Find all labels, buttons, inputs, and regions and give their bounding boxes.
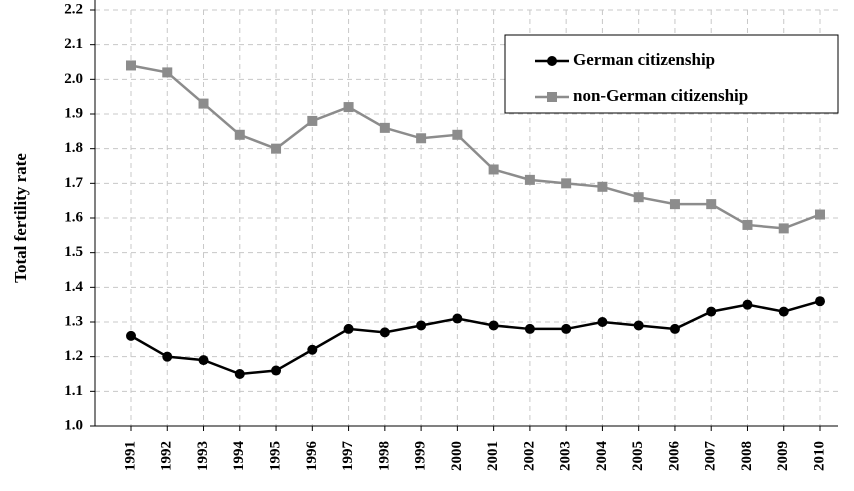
marker: [416, 133, 427, 144]
x-tick-label: 2008: [739, 441, 755, 471]
legend-label: German citizenship: [573, 50, 715, 69]
marker: [706, 306, 717, 317]
legend-label: non-German citizenship: [573, 86, 748, 105]
y-tick-label: 1.5: [64, 244, 83, 260]
y-tick-label: 1.7: [64, 175, 83, 191]
marker: [633, 192, 644, 203]
marker: [198, 98, 209, 109]
marker: [742, 299, 753, 310]
marker: [561, 323, 572, 334]
x-tick-label: 2005: [630, 441, 646, 471]
marker: [379, 122, 390, 133]
y-tick-label: 1.0: [64, 417, 83, 433]
marker: [488, 320, 499, 331]
x-tick-label: 2000: [449, 441, 465, 471]
x-tick-label: 1993: [195, 441, 211, 471]
x-tick-label: 2003: [558, 441, 574, 471]
x-tick-label: 1996: [304, 441, 320, 472]
x-tick-label: 1992: [159, 441, 175, 471]
x-tick-label: 1991: [122, 441, 138, 471]
marker: [669, 323, 680, 334]
marker: [488, 164, 499, 175]
marker: [452, 313, 463, 324]
marker: [234, 129, 245, 140]
x-tick-label: 1995: [267, 441, 283, 471]
x-tick-label: 2009: [775, 441, 791, 471]
x-tick-label: 1999: [413, 441, 429, 471]
marker: [524, 174, 535, 185]
marker: [815, 209, 825, 220]
x-tick-label: 1998: [376, 441, 392, 471]
marker: [547, 92, 557, 102]
y-tick-label: 2.1: [64, 36, 83, 52]
y-tick-label: 1.4: [64, 279, 83, 295]
x-tick-label: 1997: [340, 441, 356, 472]
series-line: [130, 64, 821, 230]
x-tick-label: 2001: [485, 441, 501, 471]
marker: [561, 178, 572, 189]
x-tick-label: 2010: [811, 441, 827, 471]
y-tick-label: 1.2: [64, 348, 83, 364]
marker: [343, 102, 354, 113]
legend-box: [504, 34, 839, 114]
series-line: [130, 299, 821, 376]
marker: [379, 327, 390, 338]
marker: [633, 320, 644, 331]
marker: [452, 129, 463, 140]
y-tick-label: 1.6: [64, 209, 83, 225]
marker: [126, 60, 136, 71]
marker: [597, 181, 608, 192]
marker: [162, 67, 173, 78]
marker: [524, 323, 535, 334]
marker: [271, 143, 282, 154]
y-tick-label: 1.9: [64, 105, 83, 121]
marker: [198, 355, 209, 366]
marker: [307, 344, 318, 355]
y-axis-label: Total fertility rate: [11, 153, 30, 283]
marker: [162, 351, 173, 362]
marker: [271, 365, 282, 376]
marker: [669, 199, 680, 210]
y-tick-label: 2.0: [64, 71, 83, 87]
marker: [547, 56, 557, 66]
marker: [597, 317, 608, 327]
y-tick-label: 2.2: [64, 1, 83, 17]
marker: [416, 320, 427, 331]
marker: [234, 369, 245, 379]
x-tick-label: 2004: [594, 441, 610, 472]
marker: [706, 199, 717, 210]
y-tick-label: 1.8: [64, 140, 83, 156]
marker: [778, 223, 789, 234]
marker: [742, 219, 753, 230]
marker: [126, 330, 136, 341]
marker: [343, 323, 354, 334]
y-tick-label: 1.1: [64, 383, 83, 399]
marker: [307, 115, 318, 126]
x-tick-label: 1994: [231, 441, 247, 472]
x-tick-label: 2006: [666, 441, 682, 472]
marker: [815, 296, 825, 307]
y-tick-label: 1.3: [64, 313, 83, 329]
x-tick-label: 2007: [703, 441, 719, 472]
marker: [778, 306, 789, 317]
x-tick-label: 2002: [521, 441, 537, 471]
